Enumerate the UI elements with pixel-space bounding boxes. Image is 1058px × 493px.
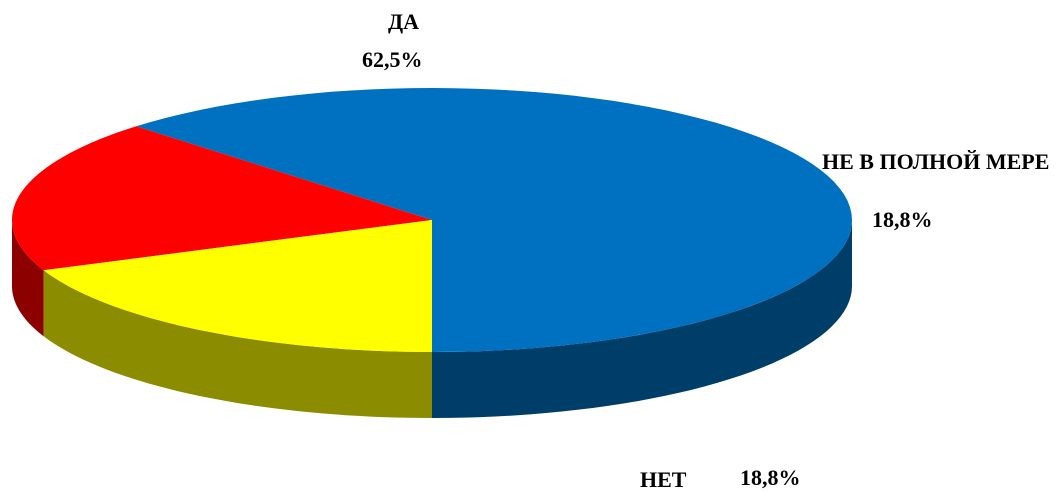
value-label: 18,8% xyxy=(740,465,801,490)
category-label: НЕТ xyxy=(640,467,687,492)
category-label: НЕ В ПОЛНОЙ МЕРЕ xyxy=(822,149,1050,174)
slice xyxy=(12,126,432,271)
slice xyxy=(43,220,432,352)
slice-side xyxy=(43,270,432,418)
category-label: ДА xyxy=(388,9,420,34)
slice-side xyxy=(432,220,852,418)
slice-side xyxy=(12,220,44,337)
slice xyxy=(136,88,852,352)
value-label: 62,5% xyxy=(362,47,423,72)
value-label: 18,8% xyxy=(872,207,933,232)
